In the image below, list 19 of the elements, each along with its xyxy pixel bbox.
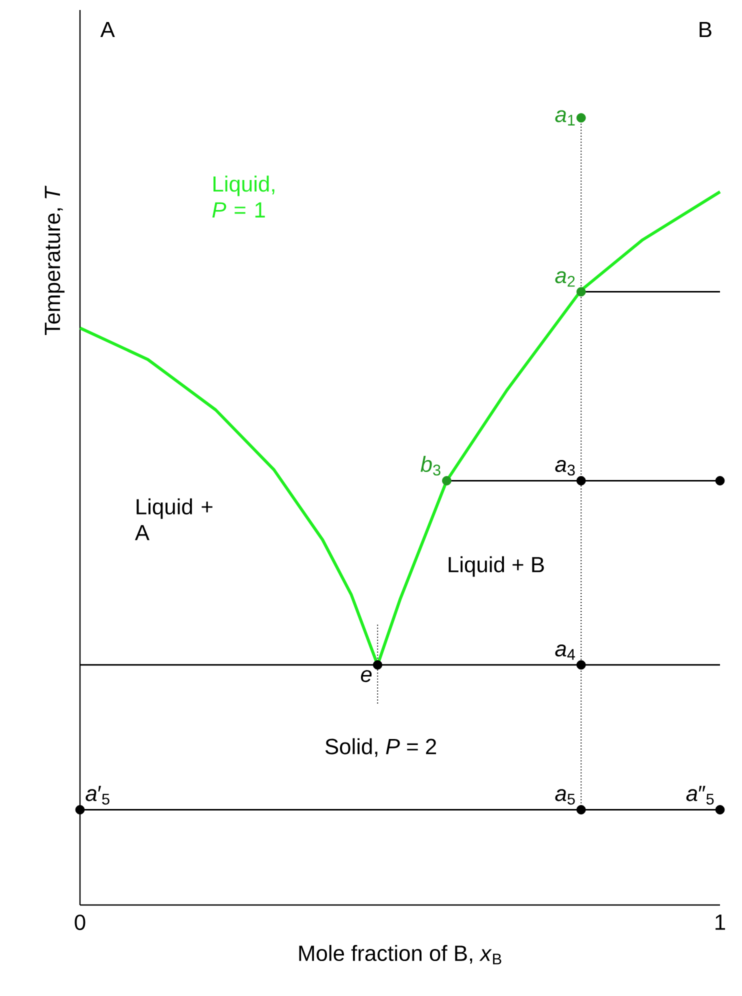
annotation: a″$_{5}$ [686,786,714,805]
annotation: a$_{5}$ [555,789,575,805]
annotation: Liquid, P = 1 [212,176,274,218]
annotation: a$_{1}$ [555,110,575,126]
annotation: a$_{2}$ [555,271,575,287]
annotation: Solid, P = 2 [325,738,436,757]
annotation: a$_{4}$ [555,644,575,660]
x-tick-label: 1 [716,914,726,930]
annotation: Liquid + B [448,556,544,577]
annotation: Liquid + A [134,498,212,540]
annotation: a$_{3}$ [555,460,575,476]
annotation: e [360,670,372,682]
annotation: b$_{3}$ [420,456,440,476]
text: B [700,22,712,38]
annotation: a′$_{5}$ [86,786,110,805]
text: A [100,22,115,38]
x-tick-label: 0 [74,914,86,930]
x-axis-title: Mole fraction of B, x$_{B}$ [299,944,502,964]
y-axis-title: Temperature, T [44,186,65,336]
